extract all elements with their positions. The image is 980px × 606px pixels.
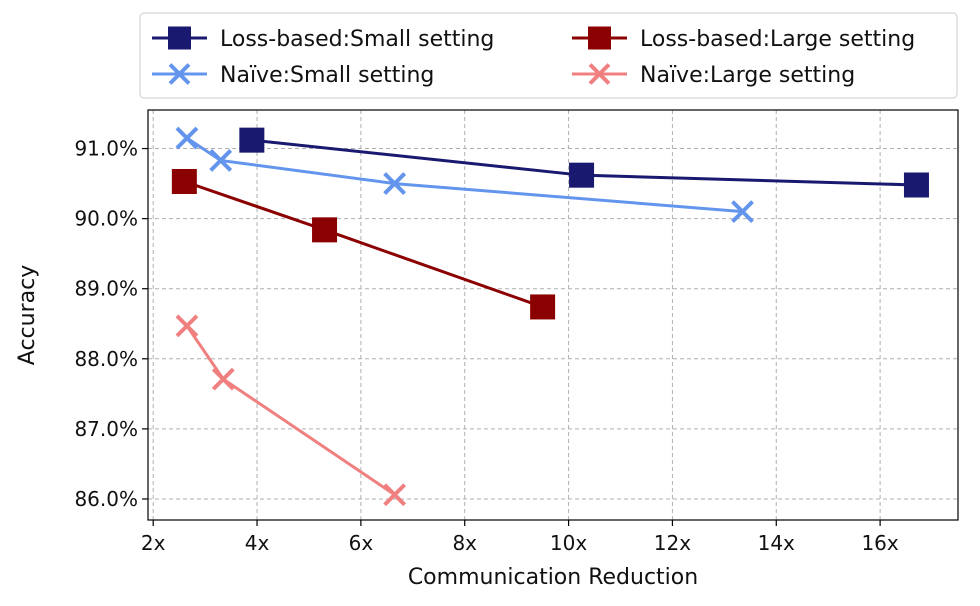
y-axis-label: Accuracy: [15, 265, 40, 365]
legend-item: Naïve:Small setting: [152, 63, 434, 88]
y-tick-label: 88.0%: [74, 347, 138, 371]
x-tick-label: 8x: [452, 531, 477, 555]
x-axis-label: Communication Reduction: [408, 565, 698, 590]
legend-item: Naïve:Large setting: [572, 63, 855, 88]
data-point: [312, 217, 338, 243]
y-tick-label: 86.0%: [74, 487, 138, 511]
legend-label: Loss-based:Large setting: [640, 27, 915, 52]
series-1: [239, 127, 929, 198]
legend-item: Loss-based:Large setting: [572, 26, 915, 52]
x-tick-label: 2x: [141, 531, 166, 555]
plot-frame: [147, 109, 959, 521]
x-tick-label: 4x: [245, 531, 270, 555]
x-tick-label: 6x: [349, 531, 374, 555]
y-tick-label: 87.0%: [74, 417, 138, 441]
data-point: [168, 63, 191, 85]
data-point: [383, 483, 407, 507]
legend-frame: [139, 12, 958, 99]
data-point: [530, 294, 556, 320]
axis-ticks: 2x 4x 6x 8x 10x 12x 14x 16x 86.0% 87.0% 88.0% 89.0%…: [74, 137, 898, 555]
y-tick-label: 89.0%: [74, 277, 138, 301]
legend-label: Naïve:Small setting: [220, 63, 434, 88]
x-tick-label: 16x: [861, 531, 898, 555]
series-3: [175, 126, 754, 224]
grid: [148, 110, 958, 520]
series-group: [171, 126, 929, 507]
data-point: [175, 314, 199, 338]
data-point: [239, 127, 265, 153]
data-point: [211, 367, 235, 391]
legend-label: Loss-based:Small setting: [220, 27, 494, 52]
data-point: [731, 200, 754, 224]
data-point: [171, 168, 197, 194]
x-tick-label: 10x: [550, 531, 587, 555]
series-line: [183, 180, 544, 309]
data-point: [588, 26, 611, 50]
data-point: [168, 26, 191, 50]
series-line: [185, 325, 396, 497]
y-tick-label: 90.0%: [74, 207, 138, 231]
data-point: [175, 126, 199, 150]
x-tick-label: 12x: [654, 531, 691, 555]
data-point: [903, 172, 929, 198]
series-4: [175, 314, 407, 507]
data-point: [569, 162, 595, 188]
data-point: [588, 63, 611, 85]
legend: Loss-based:Small setting Loss-based:Large…: [139, 12, 958, 99]
data-point: [209, 149, 233, 172]
legend-label: Naïve:Large setting: [640, 63, 855, 88]
y-tick-label: 91.0%: [74, 137, 138, 161]
data-point: [383, 172, 407, 196]
legend-item: Loss-based:Small setting: [152, 26, 494, 52]
x-tick-label: 14x: [758, 531, 795, 555]
series-2: [171, 168, 556, 320]
series-line: [186, 136, 743, 214]
